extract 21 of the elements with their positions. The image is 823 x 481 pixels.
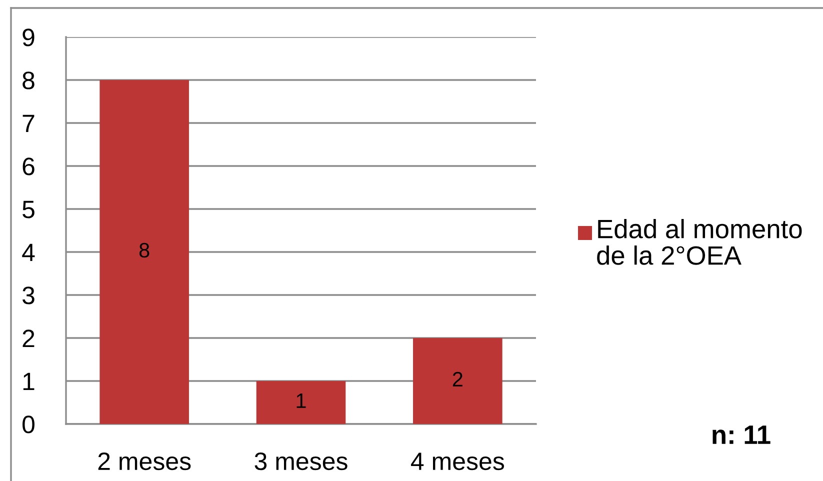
x-tick-label: 4 meses (411, 452, 504, 470)
y-tick-label: 5 (22, 200, 34, 218)
y-tick-label: 1 (23, 372, 34, 390)
y-tick-label: 9 (22, 28, 34, 46)
y-tick-label: 7 (22, 114, 34, 132)
y-tick-label: 2 (22, 330, 34, 348)
y-tick-label: 3 (22, 286, 34, 304)
bar (256, 381, 346, 424)
x-tick-label: 2 meses (98, 452, 191, 470)
data-label: 2 (452, 372, 462, 386)
x-tick-label: 3 meses (254, 452, 348, 470)
data-label: 8 (139, 242, 150, 258)
data-label: 1 (296, 394, 306, 408)
y-tick-label: 6 (22, 158, 34, 176)
y-tick-label: 8 (22, 72, 34, 90)
bar (413, 338, 502, 424)
y-tick-label: 0 (22, 416, 34, 434)
y-tick-label: 4 (22, 244, 35, 262)
bar (100, 80, 189, 424)
legend-label: Edad al momento de la 2°OEA (597, 219, 802, 265)
text: n: 11 (712, 426, 770, 444)
